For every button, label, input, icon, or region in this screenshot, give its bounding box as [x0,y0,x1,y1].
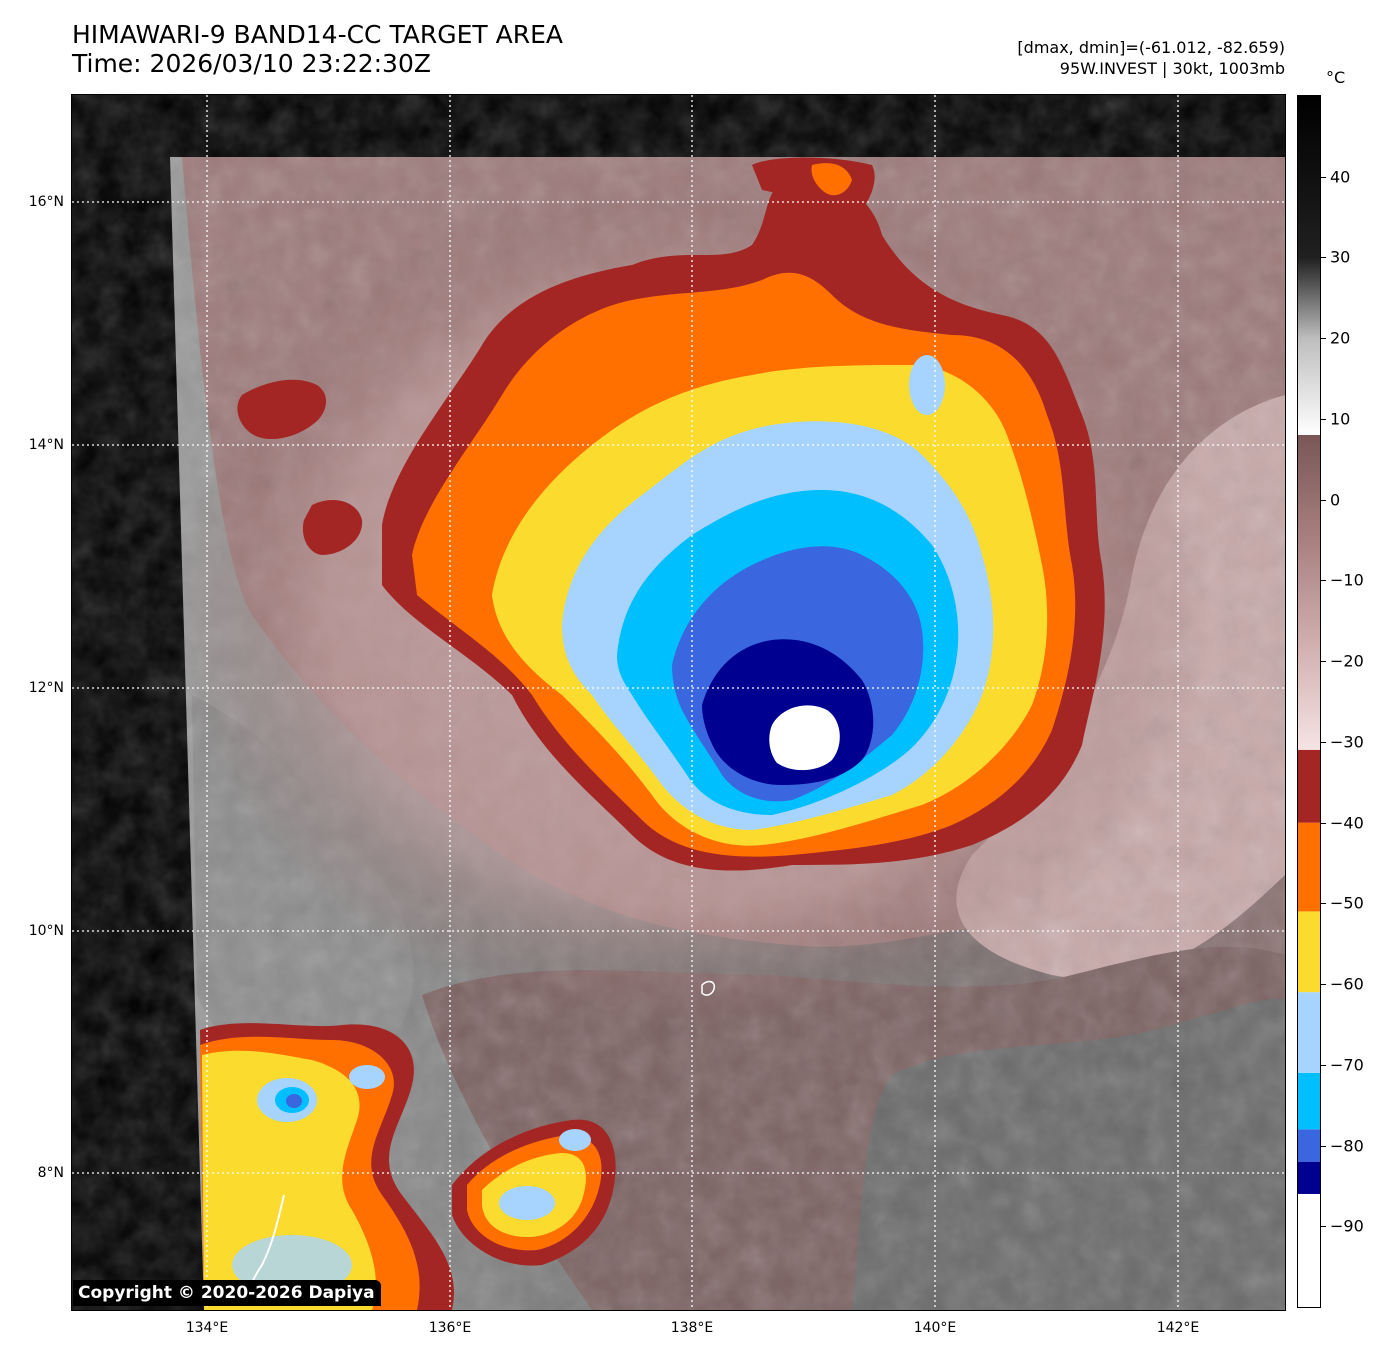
colorbar-tick-mark [1321,741,1326,743]
colorbar-tick-label: −20 [1330,651,1364,671]
storm-core-coldest [769,705,840,771]
cs-cell-minus70 [499,1186,555,1220]
colorbar-tick-mark [1321,499,1326,501]
colorbar-band-6 [1298,822,1320,912]
colorbar [1297,95,1321,1308]
satellite-map [71,94,1286,1311]
lon-label-138: 138°E [670,1320,714,1336]
colorbar-tick-mark [1321,822,1326,824]
colorbar-tick-label: 20 [1330,328,1351,348]
colorbar-band-3 [1298,1072,1320,1130]
lon-label-142: 142°E [1156,1320,1200,1336]
colorbar-gradient-segment [1298,96,1320,750]
colorbar-tick-mark [1321,1145,1326,1147]
lat-label-10: 10°N [28,923,64,939]
colorbar-tick-mark [1321,257,1326,259]
lat-label-12: 12°N [28,680,64,696]
sw-cell-east-minus70 [349,1065,385,1089]
colorbar-band-4 [1298,992,1320,1073]
colorbar-tick-label: 30 [1330,247,1351,267]
colorbar-band-5 [1298,911,1320,993]
colorbar-band-1 [1298,1161,1320,1194]
colorbar-tick-mark [1321,1226,1326,1228]
storm-info: [dmax, dmin]=(-61.012, -82.659) 95W.INVE… [1017,37,1285,79]
chart-title: HIMAWARI-9 BAND14-CC TARGET AREA Time: 2… [72,20,563,78]
colorbar-tick-label: −10 [1330,570,1364,590]
lon-label-136: 136°E [428,1320,472,1336]
colorbar-tick-label: −50 [1330,893,1364,913]
colorbar-tick-label: 0 [1330,490,1341,510]
lon-label-140: 140°E [913,1320,957,1336]
colorbar-scale [1298,96,1320,1307]
ne-cold-patch [909,355,945,415]
n-streak-minus50 [811,163,852,196]
copyright-notice: Copyright © 2020-2026 Dapiya [73,1280,381,1306]
sw-cell-minus82 [286,1094,302,1108]
satellite-imagery [72,95,1285,1310]
colorbar-tick-mark [1321,418,1326,420]
coastline-small-island [701,980,716,996]
colorbar-band-7 [1298,749,1320,823]
colorbar-tick-label: −40 [1330,813,1364,833]
colorbar-tick-mark [1321,176,1326,178]
colorbar-tick-label: −70 [1330,1055,1364,1075]
colorbar-tick-label: −90 [1330,1216,1364,1236]
lat-grid [72,201,1285,1174]
colorbar-tick-mark [1321,1064,1326,1066]
colorbar-tick-mark [1321,984,1326,986]
storm-summary-text: 95W.INVEST | 30kt, 1003mb [1059,59,1285,78]
colorbar-tick-mark [1321,580,1326,582]
lat-label-14: 14°N [28,437,64,453]
colorbar-band-2 [1298,1129,1320,1162]
colorbar-unit: °C [1326,68,1346,87]
colorbar-tick-label: −30 [1330,732,1364,752]
colorbar-tick-label: −80 [1330,1136,1364,1156]
nw-patch-2-minus40 [302,500,363,555]
dmax-dmin-text: [dmax, dmin]=(-61.012, -82.659) [1017,38,1285,57]
colorbar-tick-mark [1321,903,1326,905]
colorbar-tick-mark [1321,661,1326,663]
colorbar-band-0 [1298,1193,1320,1307]
title-line-2: Time: 2026/03/10 23:22:30Z [72,49,431,78]
cs-cell-ne-minus70 [559,1129,591,1151]
colorbar-tick-mark [1321,338,1326,340]
colorbar-tick-label: 40 [1330,167,1351,187]
lon-label-134: 134°E [185,1320,229,1336]
colorbar-tick-label: −60 [1330,974,1364,994]
title-line-1: HIMAWARI-9 BAND14-CC TARGET AREA [72,20,564,49]
colorbar-tick-label: 10 [1330,409,1351,429]
lat-label-16: 16°N [28,194,64,210]
lat-label-8: 8°N [37,1165,64,1181]
nw-patch-minus40 [237,379,327,440]
